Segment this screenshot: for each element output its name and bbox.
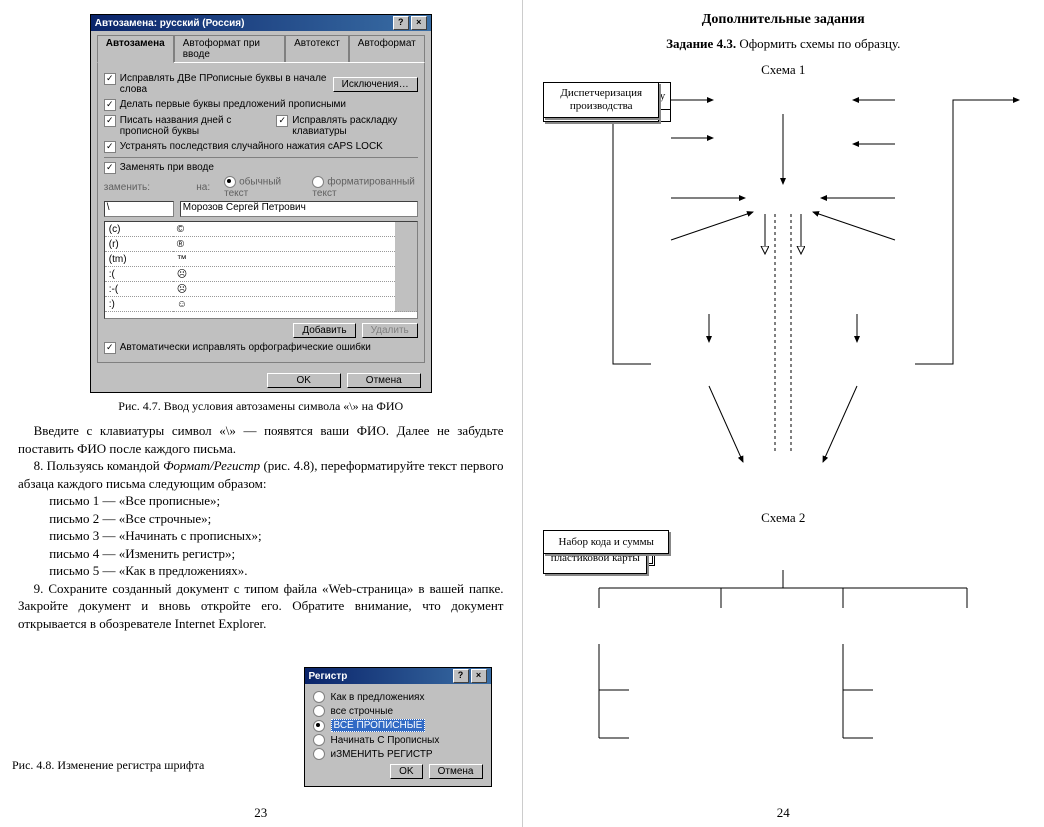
scheme2-title: Схема 2 xyxy=(535,510,1033,526)
chk-replace-on-input: Заменять при вводе xyxy=(120,162,214,173)
tab-autotext[interactable]: Автотекст xyxy=(285,35,349,62)
node-dispatch: Диспетчеризация производства xyxy=(543,82,659,118)
checkbox[interactable]: ✓ xyxy=(104,99,116,111)
registr-titlebar: Регистр ? × xyxy=(305,668,491,684)
dialog-pane: ✓ Исправлять ДВе ПРописные буквы в начале… xyxy=(97,62,425,363)
replace-input[interactable]: \ xyxy=(104,201,174,217)
figure-caption-47: Рис. 4.7. Ввод условия автозамены символ… xyxy=(12,399,510,414)
chk-capslock: Устранять последствия случайного нажатия… xyxy=(120,141,383,152)
registr-dialog: Регистр ? × Как в предложениях все строч… xyxy=(304,667,492,787)
radio-fmt[interactable] xyxy=(312,176,324,188)
radio-title[interactable] xyxy=(313,734,325,746)
dialog-titlebar: Автозамена: русский (Россия) ? × xyxy=(91,15,431,31)
checkbox[interactable]: ✓ xyxy=(104,162,116,174)
replace-with-input[interactable]: Морозов Сергей Петрович xyxy=(180,201,418,217)
autocorrect-list[interactable]: (c)© (r)® (tm)™ :(☹ :-(☹ :)☺ xyxy=(104,221,418,319)
page-left: Автозамена: русский (Россия) ? × Автозам… xyxy=(0,0,523,827)
checkbox[interactable]: ✓ xyxy=(104,141,116,153)
page-number: 24 xyxy=(523,805,1044,821)
radio-toggle[interactable] xyxy=(313,748,325,760)
chk-auto-spell: Автоматически исправлять орфографические… xyxy=(120,342,371,353)
chk-kbd-layout: Исправлять раскладку клавиатуры xyxy=(292,115,417,137)
checkbox[interactable]: ✓ xyxy=(104,342,116,354)
radio-upper[interactable] xyxy=(313,720,325,732)
heading-additional: Дополнительные задания xyxy=(535,12,1033,28)
radio-plain[interactable] xyxy=(224,176,236,188)
lbl-replace: заменить: xyxy=(104,182,150,193)
close-icon[interactable]: × xyxy=(411,16,427,30)
ok-button[interactable]: OK xyxy=(390,764,422,779)
checkbox[interactable]: ✓ xyxy=(276,115,288,127)
autocorrect-dialog: Автозамена: русский (Россия) ? × Автозам… xyxy=(90,14,432,393)
tab-autoformat[interactable]: Автоформат xyxy=(349,35,425,62)
radio-lower[interactable] xyxy=(313,705,325,717)
registr-title: Регистр xyxy=(309,671,348,682)
exclusions-button[interactable]: Исключения… xyxy=(333,77,418,92)
close-icon[interactable]: × xyxy=(471,669,487,683)
node-code: Набор кода и суммы xyxy=(543,530,669,554)
help-icon[interactable]: ? xyxy=(453,669,469,683)
add-button[interactable]: Добавить xyxy=(293,323,355,338)
scheme2: БАНКОМАТимеет: Окна Экран для инструкций… xyxy=(543,530,1023,790)
checkbox[interactable]: ✓ xyxy=(104,73,116,85)
body-text: Введите с клавиатуры символ «\» — появят… xyxy=(12,422,510,633)
chk-two-caps: Исправлять ДВе ПРописные буквы в начале … xyxy=(120,73,327,95)
dialog-title: Автозамена: русский (Россия) xyxy=(95,18,245,29)
cancel-button[interactable]: Отмена xyxy=(429,764,483,779)
scheme1: Планирование ресурсов Планирование произ… xyxy=(543,82,1023,502)
lbl-to: на: xyxy=(196,182,210,193)
checkbox[interactable]: ✓ xyxy=(104,115,116,127)
page-number: 23 xyxy=(0,805,522,821)
task-43: Задание 4.3. Оформить схемы по образцу. xyxy=(535,36,1033,52)
delete-button[interactable]: Удалить xyxy=(362,323,418,338)
radio-sentence[interactable] xyxy=(313,691,325,703)
scheme1-arrows xyxy=(543,82,1023,502)
tab-autozamena[interactable]: Автозамена xyxy=(97,35,174,63)
page-right: Дополнительные задания Задание 4.3. Офор… xyxy=(523,0,1044,827)
tab-strip: Автозамена Автоформат при вводе Автотекс… xyxy=(91,31,431,62)
figure-caption-48: Рис. 4.8. Изменение регистра шрифта xyxy=(12,758,204,773)
tab-autoformat-input[interactable]: Автоформат при вводе xyxy=(174,35,285,62)
ok-button[interactable]: OK xyxy=(267,373,341,388)
cancel-button[interactable]: Отмена xyxy=(347,373,421,388)
chk-day-caps: Писать названия дней с прописной буквы xyxy=(120,115,271,137)
help-icon[interactable]: ? xyxy=(393,16,409,30)
scheme1-title: Схема 1 xyxy=(535,62,1033,78)
chk-sentence-caps: Делать первые буквы предложений прописны… xyxy=(120,99,346,110)
